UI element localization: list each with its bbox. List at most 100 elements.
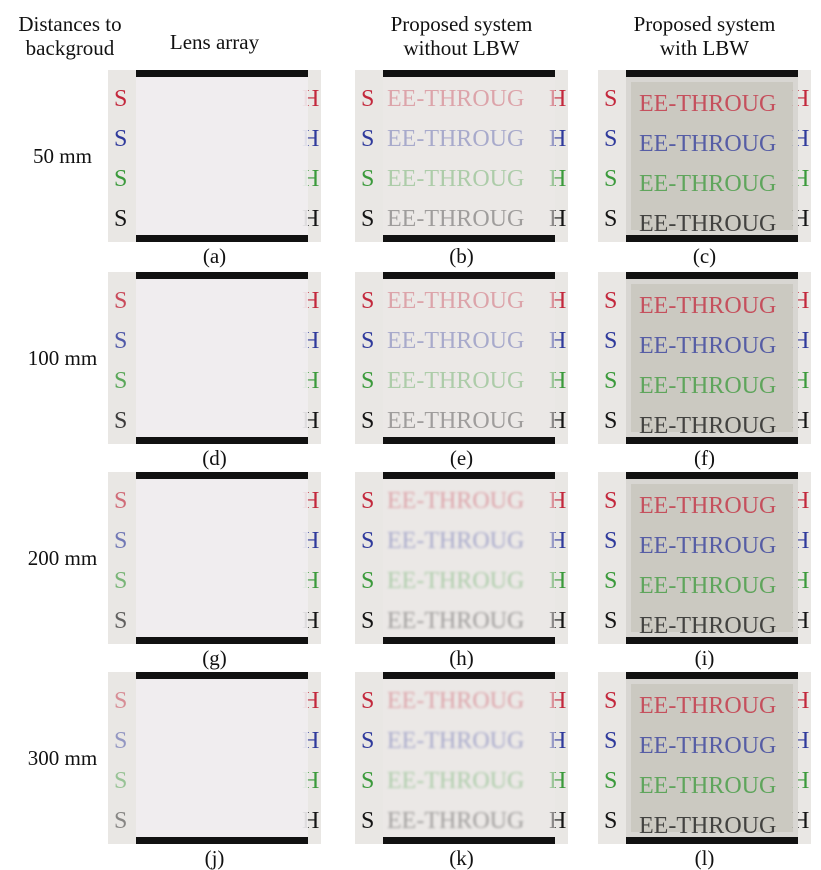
see-through-text: EE-THROUG [639,493,777,519]
see-through-text: EE-THROUG [387,568,525,594]
letter: S [114,166,128,192]
caption: (k) [449,846,474,870]
row-label: 300 mm [27,746,98,770]
row-label: 100 mm [27,346,98,370]
see-through-text: EE-THROUG [387,166,525,192]
caption: (d) [202,446,227,470]
letter: S [114,528,128,554]
photo: SHSHSHSHEE-THROUGEE-THROUGEE-THROUGEE-TH… [108,672,321,844]
see-through-text: EE-THROUG [387,328,525,354]
see-through-text: EE-THROUG [387,768,525,794]
caption: (i) [694,646,715,670]
letter: S [604,408,618,434]
see-through-text: EE-THROUG [639,573,777,599]
see-through-text: EE-THROUG [639,373,777,399]
panel-frame [383,235,555,242]
letter: S [604,688,618,714]
panel-frame [136,235,308,242]
see-through-text: EE-THROUG [639,91,777,117]
panel-frame [136,437,308,444]
letter: S [114,126,128,152]
column-header: with LBW [659,36,750,60]
letter: S [114,728,128,754]
panel-frame [136,672,308,679]
panel-frame [383,637,555,644]
letter: S [604,768,618,794]
letter: S [604,488,618,514]
letter: S [604,608,618,634]
see-through-text: EE-THROUG [387,126,525,152]
panel-frame [136,637,308,644]
letter: S [114,608,128,634]
letter: S [114,86,128,112]
see-through-text: EE-THROUG [639,211,777,237]
panel-frame [136,837,308,844]
letter: S [114,288,128,314]
panel-frame [383,272,555,279]
photo: SHSHSHSHEE-THROUGEE-THROUGEE-THROUGEE-TH… [108,472,321,644]
panel-frame [383,70,555,77]
caption: (c) [692,244,717,268]
letter: S [114,808,128,834]
letter: S [114,408,128,434]
letter: S [361,608,375,634]
caption: (a) [202,244,227,268]
letter: S [361,328,375,354]
column-header: without LBW [403,36,520,60]
panel-frame [626,672,798,679]
see-through-text: EE-THROUG [639,171,777,197]
see-through-text: EE-THROUG [639,533,777,559]
letter: S [114,368,128,394]
see-through-text: EE-THROUG [387,368,525,394]
caption: (b) [449,244,474,268]
caption: (g) [202,646,227,670]
letter: S [604,568,618,594]
caption: (h) [449,646,474,670]
see-through-text: EE-THROUG [387,608,525,634]
row-header: backgroud [25,36,115,60]
letter: S [361,368,375,394]
letter: S [114,768,128,794]
see-through-text: EE-THROUG [387,728,525,754]
caption: (j) [204,846,225,870]
caption: (l) [694,846,715,870]
letter: S [361,568,375,594]
see-through-text: EE-THROUG [639,131,777,157]
letter: S [114,568,128,594]
see-through-text: EE-THROUG [639,413,777,439]
panel-frame [383,437,555,444]
row-label: 200 mm [27,546,98,570]
letter: S [361,166,375,192]
letter: S [604,528,618,554]
see-through-text: EE-THROUG [387,408,525,434]
letter: S [361,488,375,514]
letter: S [604,328,618,354]
letter: S [114,206,128,232]
letter: S [114,488,128,514]
letter: S [604,206,618,232]
panel-frame [136,272,308,279]
panel-frame [626,235,798,242]
see-through-text: EE-THROUG [387,688,525,714]
column-header: Proposed system [390,12,533,36]
letter: S [604,86,618,112]
